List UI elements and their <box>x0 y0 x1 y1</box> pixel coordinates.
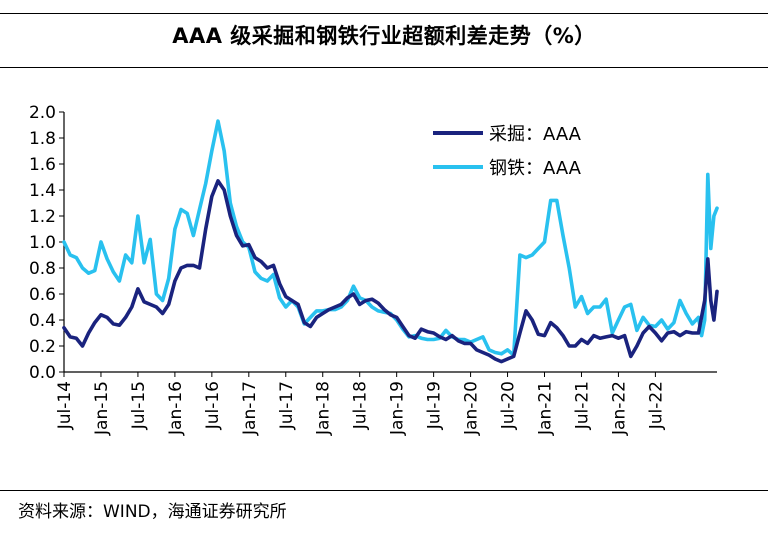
y-tick-label: 0.0 <box>29 363 56 383</box>
x-tick-label: Jul-15 <box>129 381 149 430</box>
x-tick-label: Jan-18 <box>314 381 334 436</box>
y-tick-label: 1.8 <box>29 129 56 149</box>
y-tick-label: 1.0 <box>29 233 56 253</box>
legend-label-mining: 采掘：AAA <box>489 124 582 145</box>
x-tick-label: Jan-19 <box>388 381 408 436</box>
x-tick-label: Jul-16 <box>203 381 223 430</box>
x-tick-label: Jul-20 <box>499 381 519 430</box>
x-tick-label: Jan-21 <box>536 381 556 436</box>
x-tick-label: Jan-15 <box>92 381 112 436</box>
x-tick-label: Jul-21 <box>572 381 592 430</box>
x-tick-label: Jul-22 <box>646 381 666 430</box>
x-tick-label: Jul-18 <box>351 381 371 430</box>
source-note: 资料来源：WIND，海通证券研究所 <box>18 502 287 522</box>
chart-title: AAA 级采掘和钢铁行业超额利差走势（%） <box>172 24 596 48</box>
y-tick-label: 1.4 <box>29 181 56 201</box>
series-line-mining <box>62 179 719 364</box>
bottom-rule <box>0 490 768 491</box>
legend: 采掘：AAA 钢铁：AAA <box>433 124 582 179</box>
x-tick-label: Jan-16 <box>166 381 186 436</box>
x-tick-label: Jan-22 <box>609 381 629 436</box>
y-tick-label: 0.4 <box>29 311 56 331</box>
y-tick-label: 2.0 <box>29 103 56 123</box>
legend-label-steel: 钢铁：AAA <box>489 158 582 179</box>
y-tick-label: 0.6 <box>29 285 56 305</box>
series-layer <box>62 119 719 364</box>
top-rule <box>0 13 768 14</box>
chart-axes: 0.0 0.2 0.4 0.6 0.8 1.0 1.2 1.4 1.6 1.8 2.0 Jul-14 J… <box>29 103 717 436</box>
x-tick-label: Jan-20 <box>462 381 482 436</box>
y-tick-label: 0.8 <box>29 259 56 279</box>
x-tick-label: Jan-17 <box>240 381 260 436</box>
y-tick-label: 1.6 <box>29 155 56 175</box>
x-tick-label: Jul-14 <box>55 381 75 430</box>
chart-area: 0.0 0.2 0.4 0.6 0.8 1.0 1.2 1.4 1.6 1.8 2.0 Jul-14 J… <box>29 103 719 436</box>
x-tick-label: Jul-17 <box>277 381 297 430</box>
y-tick-label: 0.2 <box>29 337 56 357</box>
y-tick-label: 1.2 <box>29 207 56 227</box>
x-tick-label: Jul-19 <box>425 381 445 430</box>
title-divider <box>0 67 768 68</box>
series-line-steel <box>62 119 719 357</box>
